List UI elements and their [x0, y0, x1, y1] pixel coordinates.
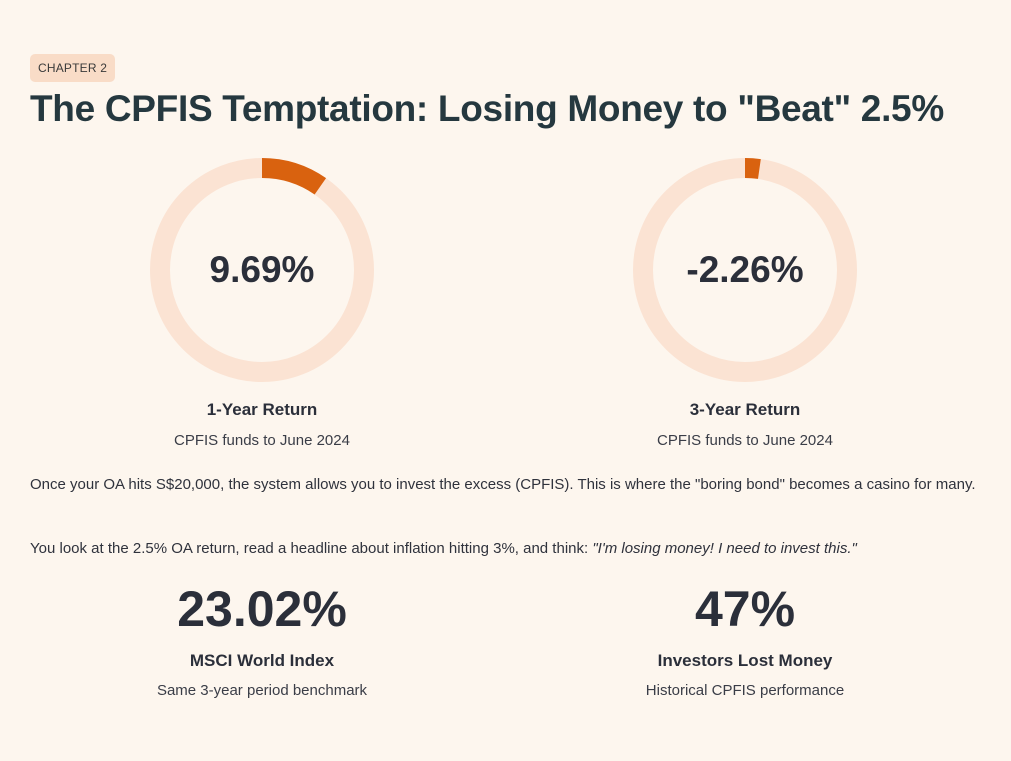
ring-subtitle: CPFIS funds to June 2024 [174, 432, 350, 449]
thought-text: You look at the 2.5% OA return, read a h… [30, 540, 593, 557]
ring-card-1-year: 9.69% 1-Year Return CPFIS funds to June … [112, 157, 412, 449]
ring-gauge: 9.69% [149, 157, 375, 383]
thought-quote: "I'm losing money! I need to invest this… [592, 540, 857, 557]
stat-subtitle: Historical CPFIS performance [645, 682, 845, 699]
thought-paragraph: You look at the 2.5% OA return, read a h… [30, 537, 990, 561]
ring-svg [633, 158, 857, 382]
ring-label: 1-Year Return [206, 400, 318, 419]
stat-subtitle: Same 3-year period benchmark [156, 682, 368, 699]
ring-fill [633, 158, 857, 382]
stat-value: 23.02% [177, 581, 347, 637]
ring-card-3-year: -2.26% 3-Year Return CPFIS funds to June… [595, 157, 895, 449]
stat-label: Investors Lost Money [657, 651, 833, 670]
intro-paragraph: Once your OA hits S$20,000, the system a… [30, 476, 976, 493]
page-title: The CPFIS Temptation: Losing Money to "B… [30, 88, 944, 129]
ring-value: -2.26% [686, 249, 804, 290]
stat-value: 47% [694, 581, 796, 637]
ring-value: 9.69% [209, 249, 315, 290]
ring-svg [150, 158, 374, 382]
stat-card-msci: 23.02% MSCI World Index Same 3-year peri… [82, 578, 442, 699]
stat-card-lost-money: 47% Investors Lost Money Historical CPFI… [565, 578, 925, 699]
stat-label: MSCI World Index [189, 651, 335, 670]
ring-fill [150, 158, 374, 382]
chapter-badge: CHAPTER 2 [30, 54, 116, 82]
ring-label: 3-Year Return [689, 400, 801, 419]
ring-gauge: -2.26% [632, 157, 858, 383]
ring-subtitle: CPFIS funds to June 2024 [657, 432, 833, 449]
